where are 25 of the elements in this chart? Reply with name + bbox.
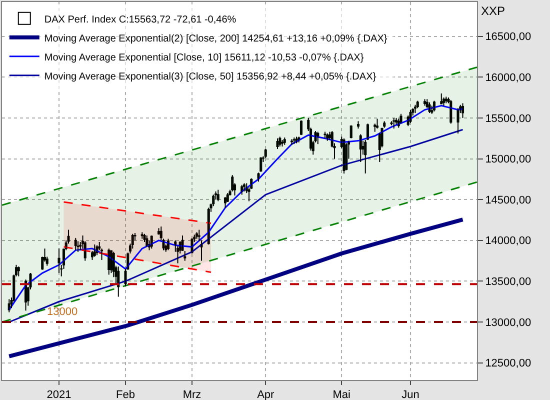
line-series: [8, 128, 464, 323]
legend-label: Moving Average Exponential(3) [Close, 50] 15356,92 +8,44 +0,05% {.DAX}: [44, 71, 377, 82]
y-tick-label: 13000,00: [485, 316, 532, 329]
x-tick-label: Feb: [116, 389, 135, 400]
candlestick: [76, 240, 80, 252]
x-tick-label: Jun: [402, 389, 420, 400]
text: XXP: [481, 4, 506, 18]
candlestick: [290, 138, 294, 146]
legend-label: Moving Average Exponential(2) [Close, 200] 14254,61 +13,16 +0,09% {.DAX}: [44, 33, 388, 44]
y-tick-label: 14000,00: [485, 235, 532, 248]
y-tick-label: 13500,00: [485, 276, 532, 288]
y-tick-label: 14500,00: [485, 194, 532, 206]
y-tick-label: 15000,00: [485, 154, 532, 166]
legend-label: Moving Average Exponential [Close, 10] 15611,12 -10,53 -0,07% {.DAX}: [44, 52, 364, 64]
x-tick-label: Mrz: [182, 389, 202, 400]
x-tick-label: Mai: [332, 389, 350, 400]
ref-line-label: 13000: [47, 306, 78, 318]
candlestick: [390, 120, 393, 126]
line-series: [7, 218, 465, 358]
legend-label: DAX Perf. Index C:15563,72 -72,61 -0,46%: [44, 14, 236, 26]
y-tick-label: 16500,00: [485, 31, 532, 44]
x-tick-label: 2021: [46, 389, 72, 400]
y-tick-label: 15500,00: [485, 112, 532, 125]
y-tick-label: 12500,00: [485, 358, 532, 370]
y-tick-label: 16000,00: [485, 72, 532, 84]
